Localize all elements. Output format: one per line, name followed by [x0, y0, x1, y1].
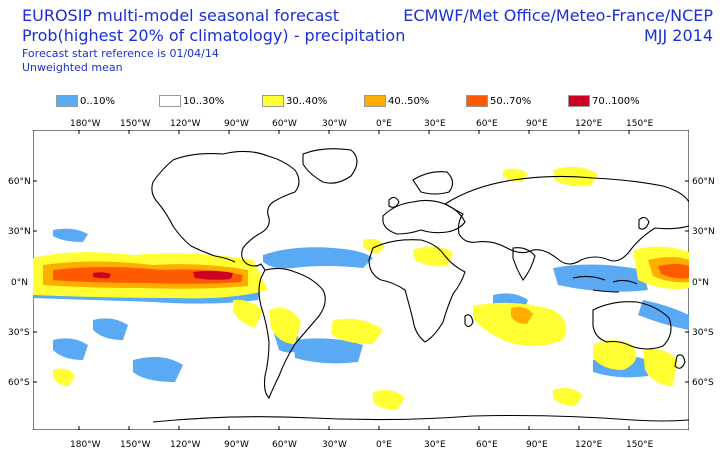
lon-label-bottom: 120°W: [170, 440, 201, 450]
legend-item-10-30: 10..30%: [159, 94, 224, 108]
lat-label-left: 30°S: [8, 328, 30, 338]
lat-label-right: 30°S: [692, 328, 714, 338]
title-block: EUROSIP multi-model seasonal forecast Pr…: [22, 6, 406, 74]
lat-label-right: 60°S: [692, 378, 714, 388]
legend-swatch: [466, 95, 488, 107]
lon-label-top: 180°W: [70, 119, 101, 129]
lon-label-top: 150°E: [626, 119, 654, 129]
lon-label-top: 150°W: [120, 119, 151, 129]
legend-swatch: [262, 95, 284, 107]
lon-label-top: 90°E: [526, 119, 548, 129]
lon-label-bottom: 0°E: [376, 440, 392, 450]
lon-label-bottom: 120°E: [575, 440, 603, 450]
legend-label: 30..40%: [286, 95, 328, 107]
lon-label-top: 60°E: [476, 119, 498, 129]
lat-label-left: 60°S: [8, 378, 30, 388]
lon-label-bottom: 30°E: [424, 440, 446, 450]
legend-label: 50..70%: [490, 95, 532, 107]
title-line-2: Prob(highest 20% of climatology) - preci…: [22, 26, 406, 45]
prob-70-100-areas: [93, 270, 233, 280]
lat-label-left: 60°N: [8, 177, 31, 187]
legend-item-40-50: 40..50%: [364, 94, 429, 108]
lat-label-left: 30°N: [8, 227, 31, 237]
lon-label-bottom: 30°W: [322, 440, 347, 450]
legend-swatch: [56, 95, 78, 107]
lat-label-right: 60°N: [692, 177, 715, 187]
lon-label-bottom: 60°E: [476, 440, 498, 450]
prob-50-70-areas: [53, 264, 689, 284]
legend-label: 0..10%: [80, 95, 115, 107]
lat-label-left: 0°N: [11, 278, 28, 288]
lon-label-top: 30°E: [424, 119, 446, 129]
forecast-centres: ECMWF/Met Office/Meteo-France/NCEP: [403, 6, 713, 25]
legend-item-50-70: 50..70%: [466, 94, 531, 108]
world-map: [33, 130, 689, 430]
legend-label: 40..50%: [388, 95, 430, 107]
legend-swatch: [159, 95, 181, 107]
legend-swatch: [568, 95, 590, 107]
legend-swatch: [364, 95, 386, 107]
lat-label-right: 0°N: [692, 278, 709, 288]
right-header: ECMWF/Met Office/Meteo-France/NCEP MJJ 2…: [403, 8, 713, 44]
lon-label-bottom: 150°E: [626, 440, 654, 450]
lon-label-top: 0°E: [376, 119, 392, 129]
lat-label-right: 30°N: [692, 227, 715, 237]
title-line-1: EUROSIP multi-model seasonal forecast: [22, 6, 339, 25]
coastlines: [151, 148, 689, 423]
lon-label-top: 120°W: [170, 119, 201, 129]
forecast-reference: Forecast start reference is 01/04/14: [22, 47, 219, 60]
lon-label-top: 90°W: [224, 119, 249, 129]
lon-label-bottom: 180°W: [70, 440, 101, 450]
legend: 0..10% 10..30% 30..40% 40..50% 50..70% 7…: [56, 94, 656, 108]
lon-label-bottom: 90°E: [526, 440, 548, 450]
lon-label-bottom: 60°W: [272, 440, 297, 450]
lon-label-bottom: 150°W: [120, 440, 151, 450]
legend-item-0-10: 0..10%: [56, 94, 115, 108]
lon-label-top: 120°E: [575, 119, 603, 129]
lon-label-top: 60°W: [272, 119, 297, 129]
lon-label-bottom: 90°W: [224, 440, 249, 450]
season-label: MJJ 2014: [643, 26, 713, 45]
legend-label: 70..100%: [592, 95, 640, 107]
mean-type: Unweighted mean: [22, 61, 123, 74]
legend-label: 10..30%: [183, 95, 225, 107]
lon-label-top: 30°W: [322, 119, 347, 129]
legend-item-30-40: 30..40%: [262, 94, 327, 108]
legend-item-70-100: 70..100%: [568, 94, 640, 108]
